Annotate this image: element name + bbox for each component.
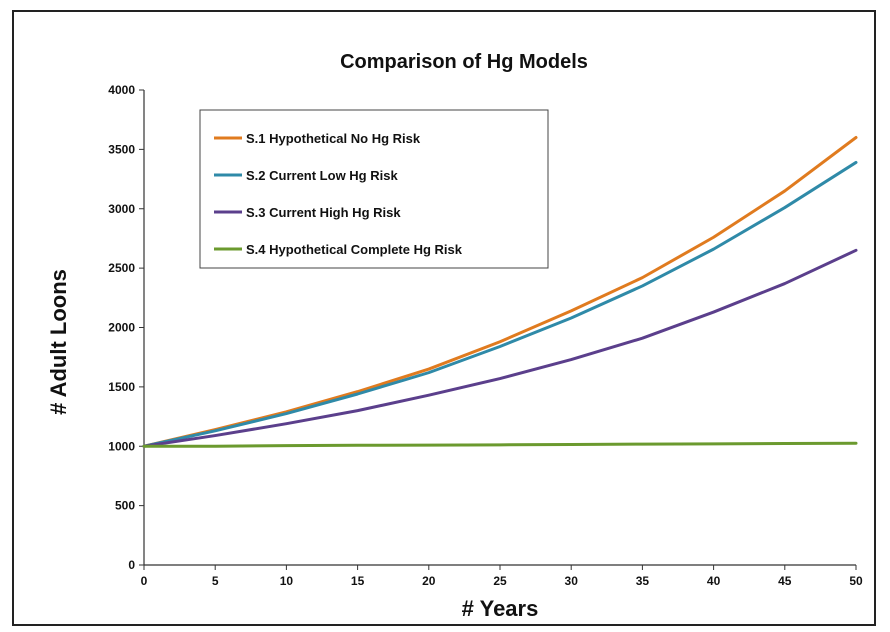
x-tick-label: 45 — [778, 574, 792, 588]
x-tick-label: 20 — [422, 574, 436, 588]
chart-title: Comparison of Hg Models — [340, 51, 588, 73]
series-line-s2 — [142, 160, 858, 448]
y-tick-label: 2500 — [108, 261, 135, 275]
series-line-s4 — [142, 441, 858, 448]
y-tick-label: 2000 — [108, 321, 135, 335]
y-tick-label: 0 — [128, 558, 135, 572]
legend: S.1 Hypothetical No Hg Risk S.2 Current L… — [199, 109, 549, 269]
x-tick-label: 50 — [849, 574, 863, 588]
y-tick-label: 1500 — [108, 380, 135, 394]
legend-label: S.4 Hypothetical Complete Hg Risk — [246, 242, 463, 257]
series-line-s1 — [142, 136, 858, 448]
tick-labels: 0 500 1000 1500 2000 2500 3000 3500 4000 0 5 10 15 20… — [108, 83, 863, 588]
y-tick-label: 3500 — [108, 142, 135, 156]
legend-label: S.3 Current High Hg Risk — [246, 205, 401, 220]
series-lines — [142, 136, 858, 448]
legend-label: S.2 Current Low Hg Risk — [246, 168, 398, 183]
legend-label: S.1 Hypothetical No Hg Risk — [246, 131, 421, 146]
y-tick-label: 4000 — [108, 83, 135, 97]
x-tick-label: 25 — [493, 574, 507, 588]
axes — [139, 89, 857, 570]
line-chart: Comparison of Hg Models 0500100015002000… — [46, 51, 863, 621]
series-line-s3 — [142, 248, 858, 448]
x-tick-label: 30 — [565, 574, 579, 588]
x-tick-label: 35 — [636, 574, 650, 588]
chart-frame: Comparison of Hg Models 0 500 1000 1500 2000… — [12, 10, 876, 626]
y-tick-label: 3000 — [108, 202, 135, 216]
x-tick-label: 15 — [351, 574, 365, 588]
x-tick-label: 10 — [280, 574, 294, 588]
x-tick-label: 40 — [707, 574, 721, 588]
legend-box — [199, 109, 549, 269]
x-axis-title: # Years — [462, 596, 539, 621]
x-tick-label: 0 — [141, 574, 148, 588]
y-axis-title: # Adult Loons — [46, 269, 71, 415]
y-tick-label: 1000 — [108, 439, 135, 453]
x-tick-label: 5 — [212, 574, 219, 588]
y-tick-label: 500 — [115, 499, 135, 513]
